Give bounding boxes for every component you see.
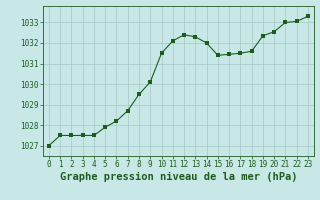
X-axis label: Graphe pression niveau de la mer (hPa): Graphe pression niveau de la mer (hPa) bbox=[60, 172, 297, 182]
